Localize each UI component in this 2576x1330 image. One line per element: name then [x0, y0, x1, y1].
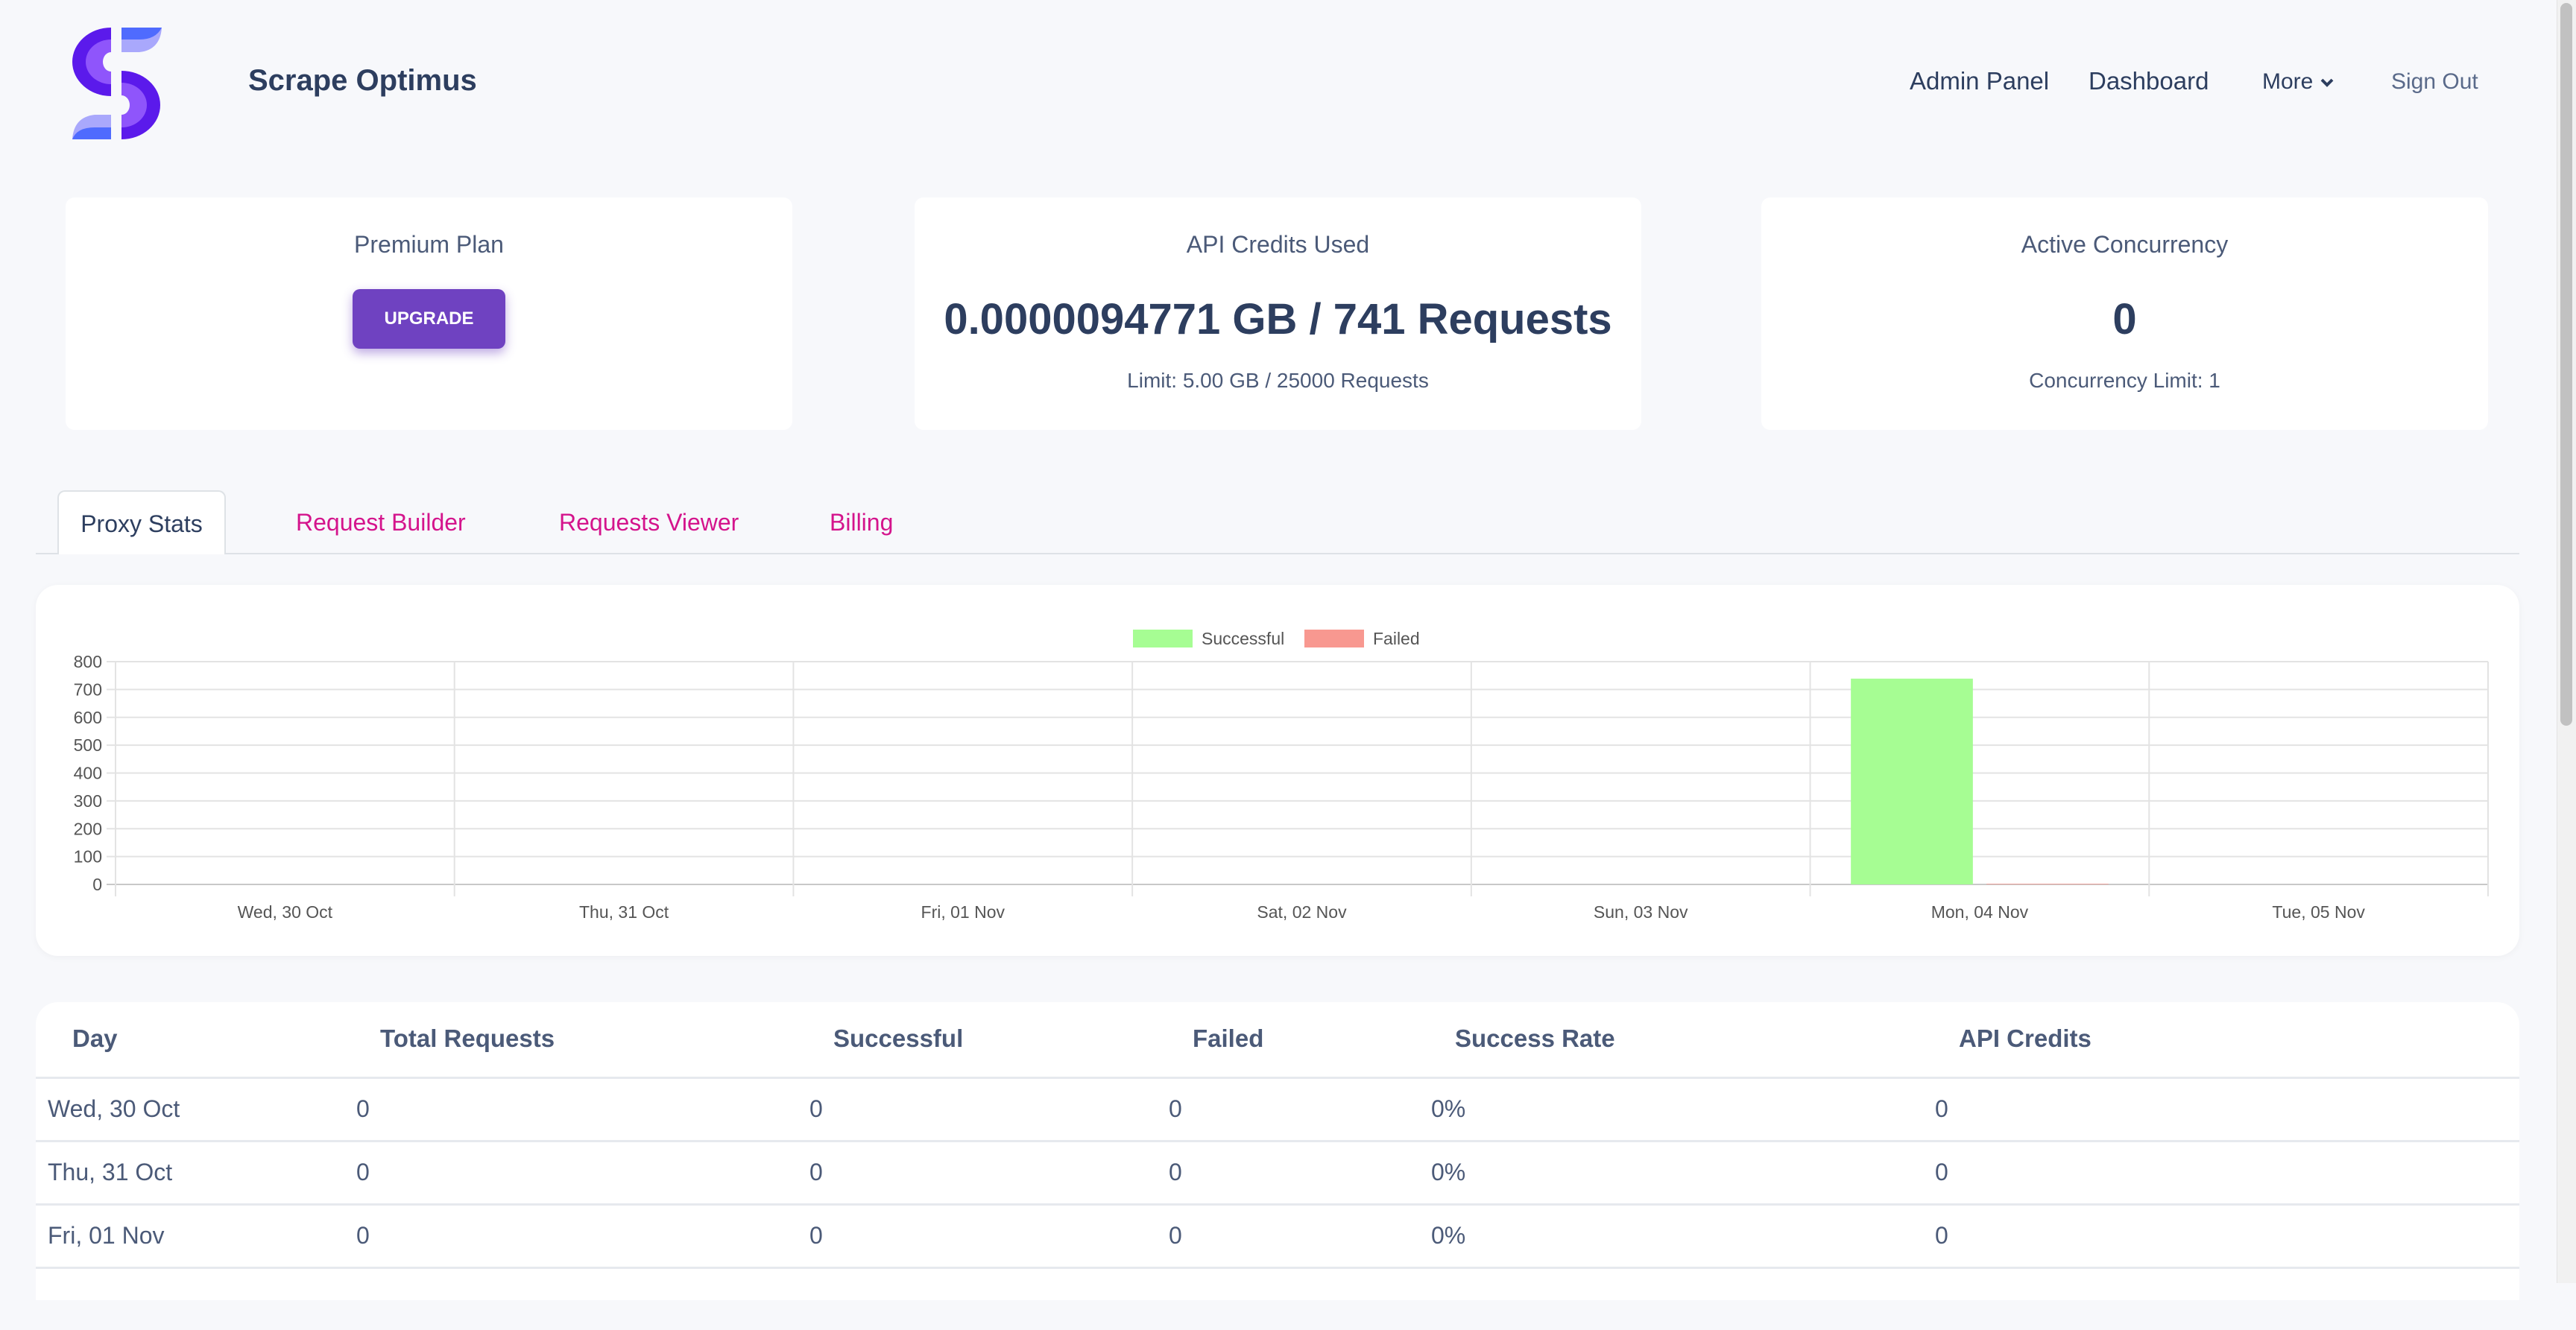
tab-proxy-stats[interactable]: Proxy Stats	[57, 490, 226, 554]
table-cell-day: Wed, 30 Oct	[48, 1095, 180, 1122]
concurrency-value: 0	[2112, 295, 2137, 343]
tab-divider	[36, 553, 2519, 554]
table-cell-total-requests: 0	[356, 1095, 370, 1122]
table-cell-successful: 0	[809, 1095, 823, 1122]
table-row: Thu, 31 Oct 0 0 0 0% 0	[36, 1140, 2519, 1203]
nav-admin-panel[interactable]: Admin Panel	[1910, 67, 2050, 95]
nav-more-label: More	[2262, 69, 2314, 94]
y-tick-label: 600	[74, 708, 102, 727]
api-credits-card: API Credits Used 0.0000094771 GB / 741 R…	[915, 197, 1641, 430]
x-tick-label: Sun, 03 Nov	[1594, 902, 1688, 922]
table-cell-success-rate: 0%	[1431, 1159, 1466, 1185]
x-tick-label: Thu, 31 Oct	[579, 902, 669, 922]
table-cell-failed: 0	[1169, 1159, 1182, 1185]
table-cell-success-rate: 0%	[1431, 1222, 1466, 1249]
table-row: Wed, 30 Oct 0 0 0 0% 0	[36, 1077, 2519, 1140]
y-tick-label: 300	[74, 791, 102, 811]
tab-requests-viewer[interactable]: Requests Viewer	[559, 509, 739, 536]
column-header-success-rate: Success Rate	[1455, 1025, 1615, 1052]
y-tick-label: 100	[74, 847, 102, 867]
api-credits-value: 0.0000094771 GB / 741 Requests	[944, 295, 1612, 343]
nav-sign-out[interactable]: Sign Out	[2391, 69, 2478, 94]
column-header-day: Day	[72, 1025, 118, 1052]
legend-swatch-failed	[1304, 630, 1364, 647]
logo-icon[interactable]	[72, 28, 162, 139]
table-cell-successful: 0	[809, 1159, 823, 1185]
bar-successful	[1851, 678, 1973, 884]
concurrency-title: Active Concurrency	[2021, 231, 2229, 258]
chevron-down-icon	[2320, 78, 2334, 87]
x-tick-label: Wed, 30 Oct	[238, 902, 333, 922]
column-header-api-credits: API Credits	[1959, 1025, 2092, 1052]
column-header-successful: Successful	[833, 1025, 964, 1052]
table-cell-success-rate: 0%	[1431, 1095, 1466, 1122]
table-cell-successful: 0	[809, 1222, 823, 1249]
concurrency-limit: Concurrency Limit: 1	[2029, 369, 2220, 392]
proxy-stats-chart-card: 0 100 200 300 400 500 600 700 800 Wed, 30 Oct Thu,…	[36, 585, 2519, 956]
api-credits-limit: Limit: 5.00 GB / 25000 Requests	[1127, 369, 1429, 392]
legend-label-successful: Successful	[1202, 629, 1284, 648]
legend-swatch-successful	[1133, 630, 1193, 647]
column-header-failed: Failed	[1193, 1025, 1264, 1052]
y-tick-label: 0	[92, 875, 102, 894]
upgrade-button[interactable]: UPGRADE	[353, 289, 505, 349]
nav-more[interactable]: More	[2262, 69, 2334, 95]
y-tick-label: 700	[74, 680, 102, 699]
brand-name[interactable]: Scrape Optimus	[248, 64, 477, 97]
table-row: Fri, 01 Nov 0 0 0 0% 0	[36, 1203, 2519, 1267]
table-cell-day: Fri, 01 Nov	[48, 1222, 165, 1249]
table-cell-api-credits: 0	[1935, 1222, 1948, 1249]
table-cell-total-requests: 0	[356, 1222, 370, 1249]
table-cell-total-requests: 0	[356, 1159, 370, 1185]
table-cell-failed: 0	[1169, 1095, 1182, 1122]
x-tick-label: Mon, 04 Nov	[1931, 902, 2029, 922]
y-tick-label: 500	[74, 735, 102, 755]
y-tick-label: 400	[74, 764, 102, 783]
stats-table: Day Total Requests Successful Failed Suc…	[36, 1002, 2519, 1300]
scrollbar-thumb[interactable]	[2560, 3, 2572, 726]
y-tick-label: 800	[74, 652, 102, 671]
x-tick-label: Sat, 02 Nov	[1257, 902, 1347, 922]
concurrency-card: Active Concurrency 0 Concurrency Limit: …	[1761, 197, 2488, 430]
table-cell-api-credits: 0	[1935, 1159, 1948, 1185]
proxy-stats-chart: 0 100 200 300 400 500 600 700 800 Wed, 30 Oct Thu,…	[74, 629, 2489, 922]
table-cell-api-credits: 0	[1935, 1095, 1948, 1122]
legend-label-failed: Failed	[1373, 629, 1420, 648]
plan-card: Premium Plan UPGRADE	[66, 197, 792, 430]
plan-title: Premium Plan	[354, 231, 504, 258]
table-row	[36, 1267, 2519, 1330]
y-tick-label: 200	[74, 819, 102, 838]
table-cell-failed: 0	[1169, 1222, 1182, 1249]
api-credits-title: API Credits Used	[1186, 231, 1370, 258]
tab-request-builder[interactable]: Request Builder	[296, 509, 466, 536]
x-tick-label: Fri, 01 Nov	[921, 902, 1006, 922]
nav-dashboard[interactable]: Dashboard	[2089, 67, 2209, 95]
column-header-total-requests: Total Requests	[380, 1025, 555, 1052]
x-tick-label: Tue, 05 Nov	[2272, 902, 2365, 922]
table-cell-day: Thu, 31 Oct	[48, 1159, 173, 1185]
tab-billing[interactable]: Billing	[830, 509, 894, 536]
